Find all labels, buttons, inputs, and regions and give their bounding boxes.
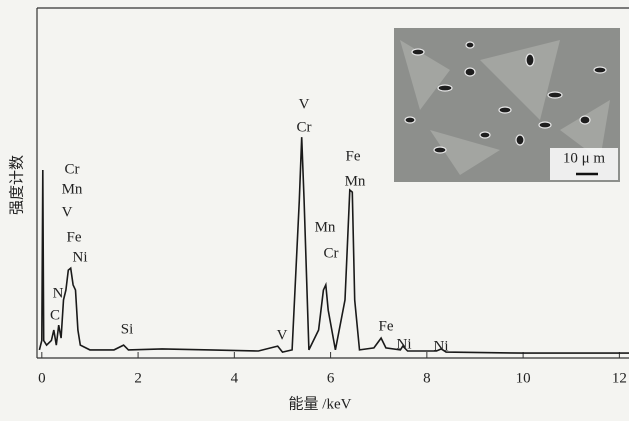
element-label: Cr — [297, 119, 312, 135]
x-tick-label: 0 — [38, 370, 46, 386]
element-label: Si — [121, 321, 134, 337]
x-tick-label: 4 — [231, 370, 239, 386]
element-label: Ni — [73, 249, 88, 265]
x-tick-label: 10 — [516, 370, 531, 386]
element-label: N — [53, 285, 64, 301]
element-label: Cr — [65, 161, 80, 177]
element-label: Fe — [346, 148, 361, 164]
element-label: Mn — [62, 181, 83, 197]
element-label: V — [299, 96, 310, 112]
element-label: C — [50, 307, 60, 323]
element-label: Fe — [379, 318, 394, 334]
y-axis-label: 强度计数 — [8, 155, 25, 215]
element-label: Ni — [397, 336, 412, 352]
element-label: Fe — [67, 229, 82, 245]
element-label: Mn — [345, 173, 366, 189]
element-label: Cr — [324, 245, 339, 261]
element-label: V — [277, 327, 288, 343]
x-tick-label: 2 — [134, 370, 142, 386]
x-tick-label: 8 — [423, 370, 431, 386]
x-tick-label: 12 — [612, 370, 627, 386]
x-axis-label: 能量 /keV — [289, 395, 352, 412]
x-tick-label: 6 — [327, 370, 335, 386]
scale-label: 10 μ m — [563, 150, 606, 166]
element-label: Ni — [434, 338, 449, 354]
element-label: Mn — [315, 219, 336, 235]
chart: 10 μ m 能量 /keV 强度计数 024681012CrMnVFeNiNC… — [0, 0, 629, 421]
inset-image: 10 μ m — [394, 28, 620, 182]
element-label: V — [62, 204, 73, 220]
